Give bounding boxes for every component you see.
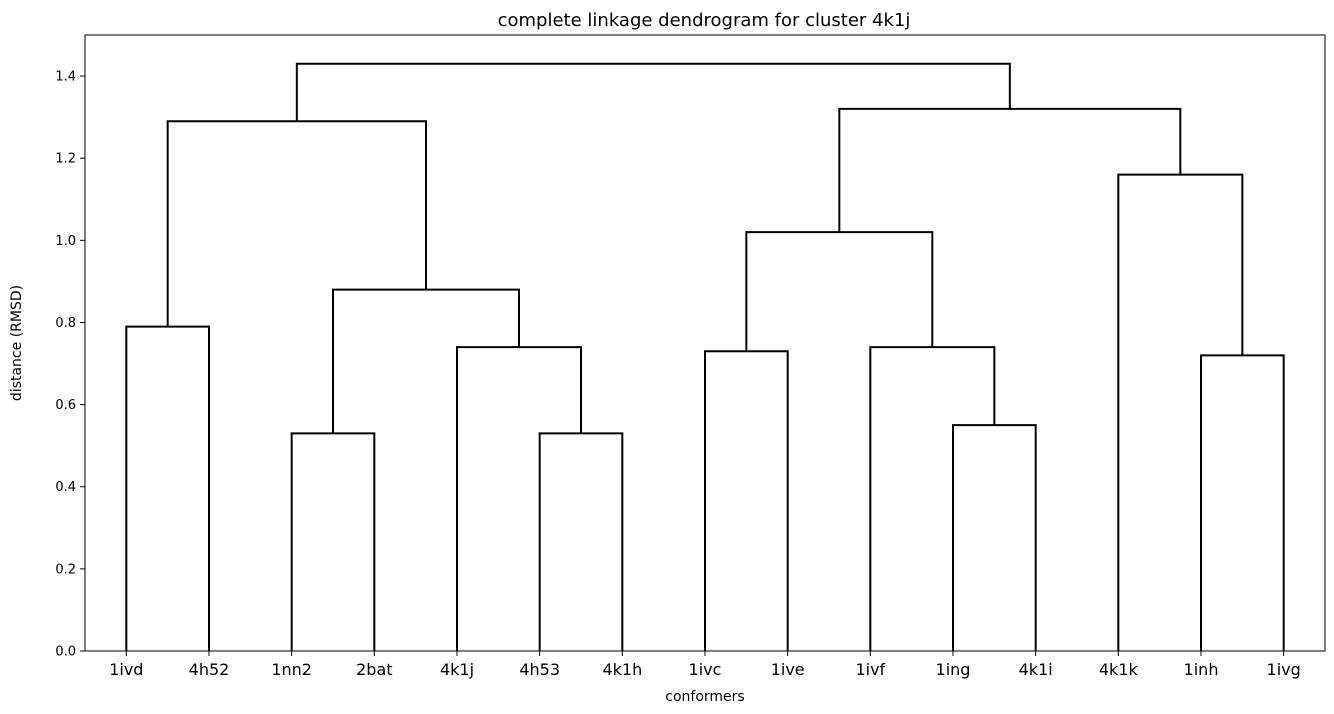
y-axis-label: distance (RMSD) [9, 285, 25, 401]
dendrogram-link [869, 346, 996, 651]
leaf-label: 1ive [771, 660, 805, 679]
dendrogram-link [332, 288, 520, 434]
y-tick-label: 0.2 [55, 562, 76, 577]
dendrogram-link [290, 432, 376, 651]
leaf-label: 1ivc [689, 660, 722, 679]
leaf-label: 1inh [1184, 660, 1219, 679]
leaf-label: 1ivg [1267, 660, 1301, 679]
y-axis: 0.0 0.2 0.4 0.6 0.8 1.0 1.2 1.4 [55, 70, 85, 660]
dendrogram-link [125, 325, 210, 651]
leaf-label: 1ing [936, 660, 971, 679]
y-tick-label: 0.6 [55, 398, 76, 413]
leaf-label: 4k1k [1099, 660, 1139, 679]
leaf-label: 1ivd [109, 660, 143, 679]
dendrogram-link [952, 424, 1037, 651]
leaf-label: 4k1i [1019, 660, 1053, 679]
y-tick-label: 0.4 [55, 480, 76, 495]
dendrogram-link [838, 107, 1182, 233]
leaf-label: 4k1h [602, 660, 642, 679]
x-axis-label: conformers [665, 689, 744, 705]
leaf-label: 4h52 [189, 660, 230, 679]
leaf-label: 4k1j [440, 660, 474, 679]
dendrogram-link [1117, 173, 1244, 651]
leaf-label: 2bat [356, 660, 392, 679]
dendrogram-link [295, 62, 1011, 122]
dendrogram-link [745, 231, 934, 352]
y-tick-label: 1.2 [55, 152, 76, 167]
chart-title: complete linkage dendrogram for cluster … [498, 10, 911, 31]
dendrogram-link [1200, 354, 1285, 651]
y-tick-label: 0.8 [55, 316, 76, 331]
leaf-label: 4h53 [519, 660, 560, 679]
y-tick-label: 1.4 [55, 70, 76, 85]
dendrogram-link [166, 120, 427, 327]
y-tick-label: 0.0 [55, 645, 76, 660]
x-axis: 1ivd 4h52 1nn2 2bat 4k1j 4h53 4k1h 1ivc 1ive 1ivf… [109, 651, 1301, 679]
dendrogram-link [456, 346, 582, 651]
leaf-label: 1ivf [855, 660, 885, 679]
dendrogram-link [538, 432, 624, 651]
leaf-label: 1nn2 [271, 660, 312, 679]
y-tick-label: 1.0 [55, 234, 76, 249]
dendrogram-link [704, 350, 789, 651]
dendrogram-links [125, 62, 1285, 651]
